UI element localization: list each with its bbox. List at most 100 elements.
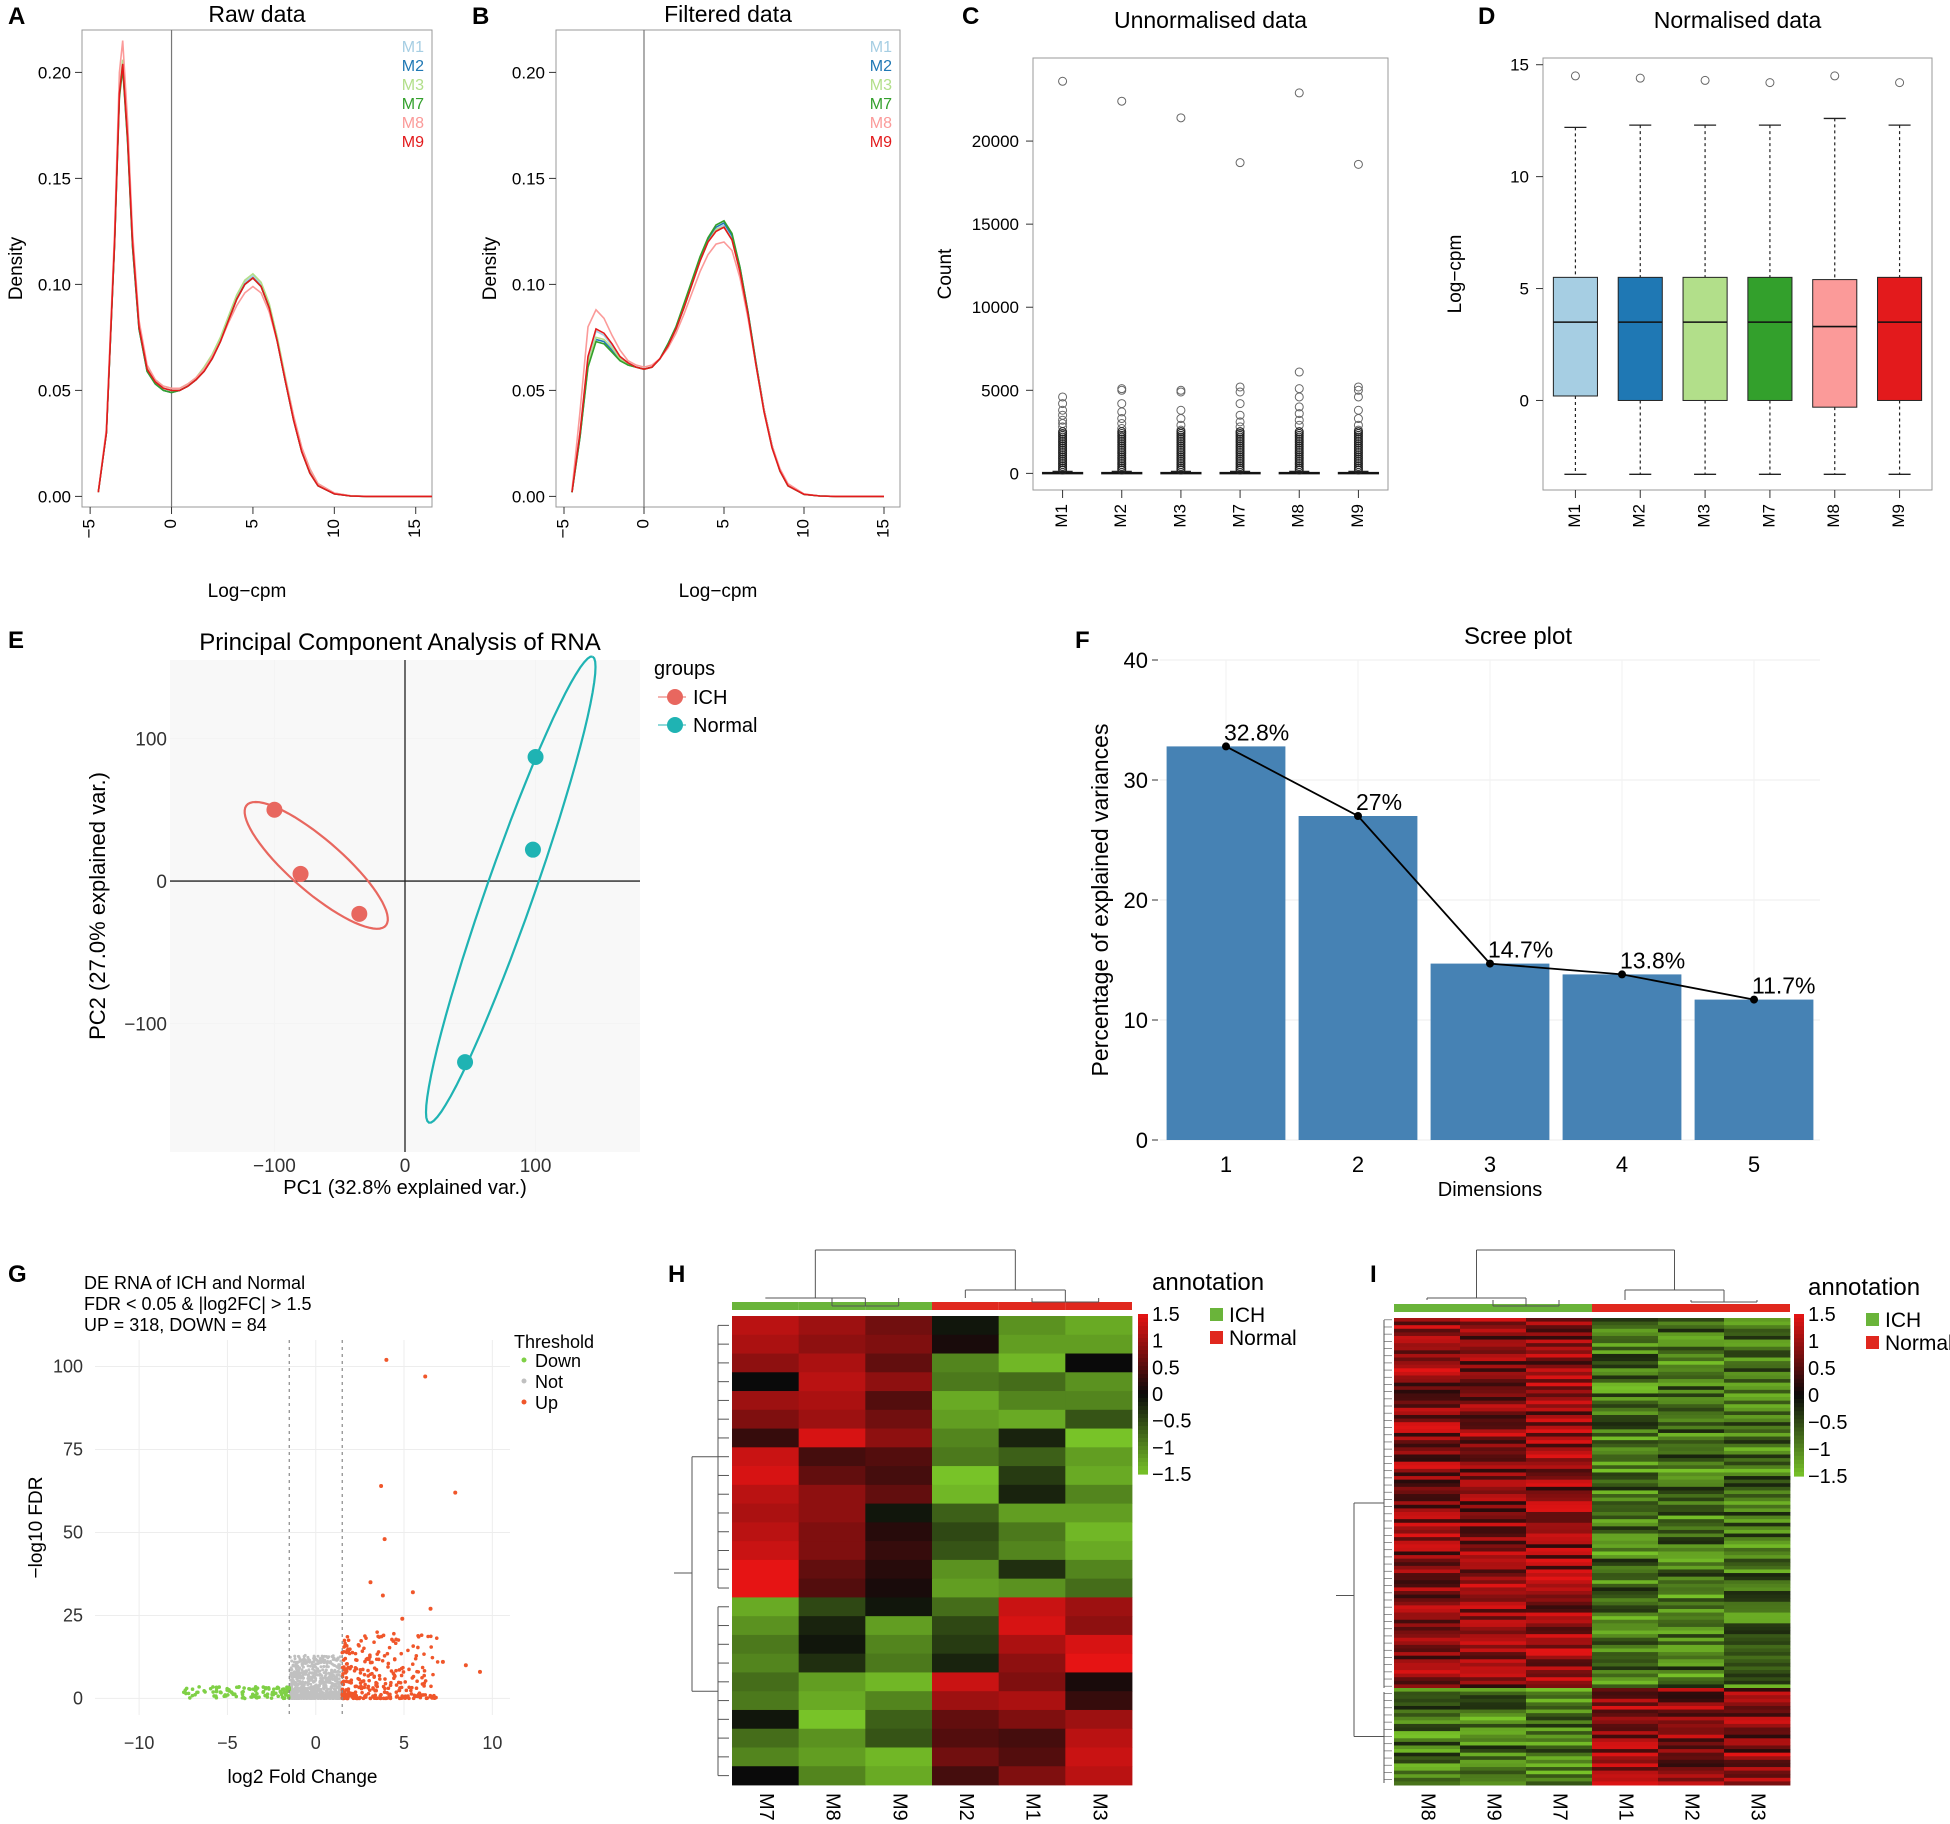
heatmap-cell <box>1460 1350 1527 1355</box>
heatmap-cell <box>1394 1447 1461 1452</box>
heatmap-cell <box>1394 1537 1461 1542</box>
color-scale-step <box>1794 1471 1804 1477</box>
heatmap-cell <box>998 1766 1066 1786</box>
column-label-m9: M9 <box>888 1793 910 1821</box>
heatmap-cell <box>1526 1450 1593 1456</box>
point-up <box>410 1590 415 1595</box>
heatmap-cell <box>1394 1335 1461 1341</box>
point-up <box>392 1676 396 1681</box>
point-not <box>291 1663 295 1667</box>
x-tick-label: −5 <box>553 519 572 538</box>
heatmap-cell <box>1460 1731 1527 1736</box>
heatmap-cell <box>1394 1684 1461 1689</box>
heatmap-cell <box>1658 1605 1725 1610</box>
heatmap-cell <box>1526 1770 1593 1775</box>
heatmap-cell <box>1460 1562 1527 1567</box>
heatmap-cell <box>1592 1414 1659 1420</box>
color-scale-step <box>1138 1334 1148 1339</box>
point-down <box>234 1694 239 1699</box>
heatmap-cell <box>1526 1684 1593 1689</box>
heatmap-cell <box>1658 1641 1725 1646</box>
point-up <box>380 1593 385 1598</box>
heatmap-cell <box>1526 1479 1593 1484</box>
heatmap-cell <box>1592 1346 1659 1351</box>
heatmap-cell <box>1460 1364 1527 1369</box>
heatmap-cell <box>1526 1594 1593 1599</box>
heatmap-cell <box>1394 1357 1461 1362</box>
heatmap-cell <box>1658 1684 1725 1689</box>
heatmap-cell <box>1658 1720 1725 1725</box>
heatmap-cell <box>1526 1544 1593 1549</box>
heatmap-cell <box>1724 1573 1791 1578</box>
legend-entry-m1: M1 <box>870 39 892 56</box>
heatmap-cell <box>1526 1537 1593 1542</box>
y-tick-label: 0.00 <box>512 487 545 506</box>
heatmap-cell <box>1394 1461 1461 1466</box>
heatmap-cell <box>1526 1429 1593 1434</box>
heatmap-cell <box>1065 1353 1133 1373</box>
heatmap-cell <box>1526 1540 1593 1545</box>
heatmap-cell <box>1592 1494 1659 1499</box>
heatmap-cell <box>1592 1321 1659 1326</box>
heatmap-cell <box>1658 1490 1725 1495</box>
y-tick-label: 100 <box>53 1357 83 1377</box>
x-tick-label-m8: M8 <box>1289 504 1308 528</box>
heatmap-cell <box>1065 1541 1133 1561</box>
point-down <box>248 1687 252 1691</box>
heatmap-cell <box>1394 1339 1461 1344</box>
outlier-point <box>1235 410 1245 420</box>
heatmap-cell <box>1394 1641 1461 1646</box>
color-scale-step <box>1138 1322 1148 1327</box>
heatmap-cell <box>1394 1504 1461 1509</box>
heatmap-cell <box>1724 1777 1791 1782</box>
heatmap-cell <box>998 1316 1066 1336</box>
point-up <box>371 1694 375 1698</box>
y-tick-label: 0.15 <box>38 169 71 188</box>
color-scale-step <box>1138 1314 1148 1319</box>
heatmap-cell <box>1394 1436 1461 1441</box>
point-not <box>310 1671 314 1675</box>
heatmap-cell <box>1592 1673 1659 1678</box>
point-not <box>327 1694 331 1698</box>
point-up <box>344 1675 349 1680</box>
heatmap-cell <box>1394 1328 1461 1333</box>
heatmap-cell <box>1724 1397 1791 1402</box>
heatmap-cell <box>1592 1447 1659 1452</box>
color-scale-label: −0.5 <box>1808 1412 1847 1434</box>
color-scale-step <box>1138 1450 1148 1455</box>
heatmap-cell <box>1394 1379 1461 1384</box>
heatmap-cell <box>1724 1695 1791 1700</box>
heatmap-cell <box>1658 1659 1725 1664</box>
heatmap-cell <box>1724 1673 1791 1678</box>
heatmap-cell <box>1592 1727 1659 1732</box>
color-scale-step <box>1138 1434 1148 1439</box>
point-up <box>372 1640 376 1645</box>
x-tick-label-m2: M2 <box>1111 504 1130 528</box>
color-scale-step <box>1138 1406 1148 1411</box>
heatmap-cell <box>1460 1716 1527 1721</box>
heatmap-cell <box>732 1466 800 1486</box>
heatmap-cell <box>1526 1644 1593 1649</box>
heatmap-cell <box>1394 1389 1461 1394</box>
point-up <box>397 1688 401 1693</box>
point-up <box>375 1652 380 1656</box>
heatmap-cell <box>1724 1371 1791 1376</box>
heatmap-cell <box>1526 1612 1593 1617</box>
heatmap-cell <box>1658 1393 1725 1398</box>
point-up <box>353 1684 358 1689</box>
heatmap-cell <box>1526 1781 1593 1786</box>
point-up <box>366 1691 371 1696</box>
point-up <box>394 1683 399 1687</box>
heatmap-cell <box>1592 1734 1659 1739</box>
point-not <box>319 1695 323 1699</box>
heatmap-cell <box>1724 1583 1791 1588</box>
heatmap-cell <box>1394 1770 1461 1775</box>
point-up <box>344 1644 349 1648</box>
point-up <box>422 1652 426 1656</box>
heatmap-cell <box>1658 1382 1725 1387</box>
heatmap-cell <box>1658 1623 1725 1628</box>
heatmap-cell <box>1526 1353 1593 1359</box>
heatmap-cell <box>1460 1335 1527 1341</box>
heatmap-cell <box>1658 1655 1725 1660</box>
outlier-point <box>1235 387 1245 397</box>
